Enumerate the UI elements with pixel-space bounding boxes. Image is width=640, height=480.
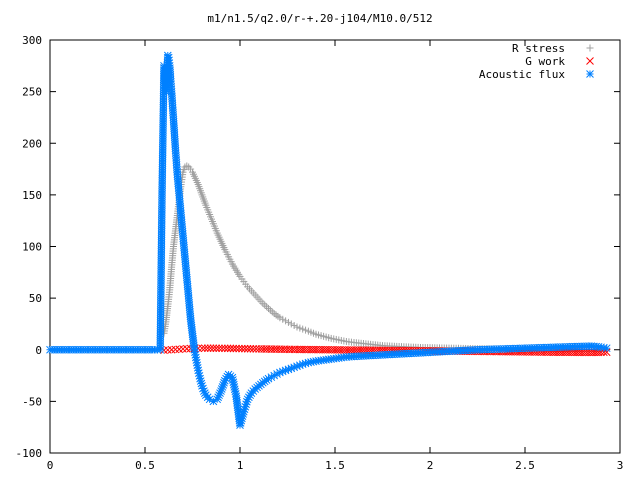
- data-point-interp: [261, 301, 269, 309]
- x-tick-label: 2.5: [515, 459, 535, 472]
- x-tick-label: 1: [237, 459, 244, 472]
- y-tick-label: 250: [22, 86, 42, 99]
- data-point-interp: [223, 344, 232, 353]
- y-tick-label: 300: [22, 34, 42, 47]
- legend-marker: [586, 44, 594, 52]
- x-tick-label: 3: [617, 459, 624, 472]
- series-1: [160, 344, 611, 357]
- legend-marker: [586, 57, 594, 65]
- y-tick-label: 50: [29, 292, 42, 305]
- data-point: [293, 323, 301, 331]
- data-point: [215, 344, 223, 353]
- chart-title: m1/n1.5/q2.0/r-+.20-j104/M10.0/512: [207, 12, 432, 25]
- x-tick-label: 2: [427, 459, 434, 472]
- data-point-interp: [266, 306, 274, 314]
- data-point: [282, 317, 290, 325]
- data-point-interp: [235, 344, 243, 353]
- data-point-interp: [246, 344, 255, 353]
- x-tick-label: 0: [47, 459, 54, 472]
- data-point: [182, 344, 191, 353]
- data-point: [287, 320, 295, 328]
- data-point-interp: [268, 308, 276, 316]
- data-point: [220, 344, 229, 353]
- data-point: [232, 344, 241, 353]
- legend-label: G work: [525, 55, 565, 68]
- y-tick-label: 150: [22, 189, 42, 202]
- data-point-interp: [290, 321, 298, 329]
- data-point-interp: [279, 315, 287, 323]
- data-point-interp: [229, 344, 238, 353]
- x-tick-label: 0.5: [135, 459, 155, 472]
- data-point-interp: [302, 326, 310, 334]
- series-0: [160, 162, 611, 354]
- y-tick-label: -100: [16, 447, 43, 460]
- data-point: [175, 345, 184, 354]
- data-point: [602, 344, 611, 353]
- legend-marker: [586, 70, 594, 78]
- series-layer: [46, 51, 611, 429]
- data-point: [238, 344, 246, 353]
- legend-label: R stress: [512, 42, 565, 55]
- data-point: [209, 344, 218, 353]
- data-point: [265, 304, 272, 312]
- data-point: [163, 346, 172, 354]
- data-point: [171, 345, 180, 354]
- y-tick-label: -50: [22, 395, 42, 408]
- y-tick-label: 100: [22, 241, 42, 254]
- data-point-interp: [263, 303, 271, 311]
- data-point: [249, 344, 258, 353]
- data-point: [179, 345, 187, 353]
- data-point-interp: [218, 344, 226, 353]
- data-point: [243, 344, 252, 353]
- y-tick-label: 0: [35, 344, 42, 357]
- data-point: [198, 344, 206, 353]
- plot-area-frame: [49, 39, 621, 454]
- data-point-interp: [206, 344, 215, 353]
- series-2: [46, 51, 611, 429]
- data-point-interp: [296, 324, 304, 332]
- data-point: [226, 344, 235, 353]
- data-point: [276, 314, 284, 322]
- data-point-interp: [212, 344, 221, 353]
- data-point: [203, 344, 212, 353]
- y-tick-label: 200: [22, 137, 42, 150]
- y-axis: -100 -50 0 50 100 150 200 250 300: [16, 34, 620, 460]
- x-axis: 0 0.5 1 1.5 2 2.5 3: [47, 40, 624, 472]
- legend-label: Acoustic flux: [479, 68, 565, 81]
- data-point-interp: [240, 344, 249, 353]
- data-point: [299, 325, 307, 333]
- data-point-interp: [200, 344, 209, 353]
- x-tick-label: 1.5: [325, 459, 345, 472]
- data-point-interp: [284, 318, 292, 326]
- data-point: [167, 345, 176, 354]
